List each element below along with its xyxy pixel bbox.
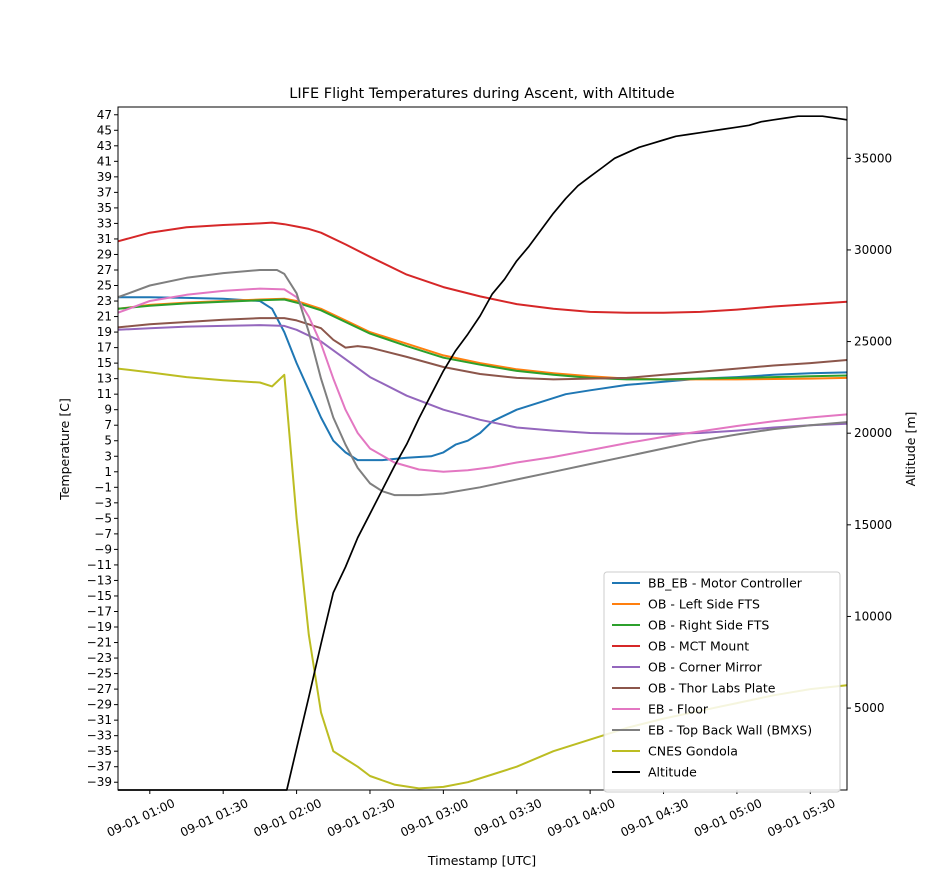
y-tick-label: 15 [97, 356, 112, 370]
y-tick-label: −13 [87, 573, 112, 587]
y-tick-label: −23 [87, 651, 112, 665]
y-tick-label: 43 [97, 139, 112, 153]
y2-tick-label: 25000 [854, 335, 892, 349]
legend-box [603, 571, 841, 793]
series-line [118, 115, 848, 791]
series-line [117, 317, 848, 381]
y-tick-label: 39 [97, 170, 112, 184]
y-tick-label: 37 [97, 185, 112, 199]
x-axis-label: Timestamp [UTC] [427, 853, 536, 868]
y-tick-label: −37 [87, 760, 112, 774]
y-tick-label: 11 [97, 387, 112, 401]
y-tick-label: 17 [97, 341, 112, 355]
y2-axis-label: Altitude [m] [903, 412, 918, 487]
y-tick-label: 25 [97, 279, 112, 293]
y-tick-label: 23 [97, 294, 112, 308]
y-tick-label: 33 [97, 216, 112, 230]
y2-tick-label: 20000 [854, 426, 892, 440]
legend-label: OB - Left Side FTS [648, 597, 760, 612]
y-tick-label: −33 [87, 729, 112, 743]
y-tick-label: 47 [97, 108, 112, 122]
y-tick-label: 9 [104, 403, 112, 417]
y-tick-label: −31 [87, 713, 112, 727]
y2-tick-label: 35000 [854, 151, 892, 165]
legend-label: OB - Corner Mirror [648, 660, 763, 675]
series-line [117, 221, 848, 314]
chart-title: LIFE Flight Temperatures during Ascent, … [289, 86, 675, 102]
y-axis-right: 5000 10000 15000 20000 25000 30000 35000 [847, 151, 892, 715]
y-tick-label: −15 [87, 589, 112, 603]
y-tick-label: −9 [94, 542, 112, 556]
series-line [117, 298, 848, 381]
y-axis-label: Temperature [C] [57, 398, 72, 501]
y-tick-label: −21 [87, 636, 112, 650]
legend: BB_EB - Motor Controller OB - Left Side F… [603, 571, 841, 793]
y-tick-label: 35 [97, 201, 112, 215]
y-tick-label: −11 [87, 558, 112, 572]
legend-label: OB - MCT Mount [648, 639, 749, 654]
y-tick-label: −25 [87, 667, 112, 681]
y-tick-label: 31 [97, 232, 112, 246]
y-tick-label: 41 [97, 154, 112, 168]
y-tick-label: −27 [87, 682, 112, 696]
legend-label: CNES Gondola [648, 744, 738, 759]
plot-frame [117, 106, 848, 791]
series-line [117, 324, 848, 435]
y-tick-label: 45 [97, 123, 112, 137]
y-tick-label: 21 [97, 310, 112, 324]
y-tick-label: 7 [104, 418, 112, 432]
legend-label: OB - Right Side FTS [648, 618, 769, 633]
y-tick-label: −5 [94, 511, 112, 525]
y-tick-label: −29 [87, 698, 112, 712]
y-tick-label: −19 [87, 620, 112, 634]
y-tick-label: −39 [87, 775, 112, 789]
series-line [118, 296, 848, 462]
y-tick-label: −7 [94, 527, 112, 541]
y-tick-label: 29 [97, 247, 112, 261]
y-tick-label: 27 [97, 263, 112, 277]
series-line [117, 287, 848, 473]
y2-tick-label: 10000 [854, 609, 892, 623]
legend-label: EB - Top Back Wall (BMXS) [648, 723, 812, 738]
y2-tick-label: 5000 [854, 701, 885, 715]
y-tick-label: 13 [97, 372, 112, 386]
y-tick-label: 19 [97, 325, 112, 339]
y-axis-left: 4745434139373533312927252321191715131197… [87, 108, 118, 789]
legend-label: EB - Floor [648, 702, 709, 717]
y-tick-label: 1 [104, 465, 112, 479]
y-tick-label: −1 [94, 480, 112, 494]
legend-label: OB - Thor Labs Plate [648, 681, 776, 696]
y-tick-label: 5 [104, 434, 112, 448]
y2-tick-label: 15000 [854, 518, 892, 532]
plot-lines [117, 115, 848, 791]
y-tick-label: −17 [87, 604, 112, 618]
legend-label: BB_EB - Motor Controller [648, 576, 803, 591]
legend-label: Altitude [648, 765, 697, 780]
y-tick-label: −3 [94, 496, 112, 510]
y-tick-label: 3 [104, 449, 112, 463]
y-tick-label: −35 [87, 744, 112, 758]
y2-tick-label: 30000 [854, 243, 892, 257]
